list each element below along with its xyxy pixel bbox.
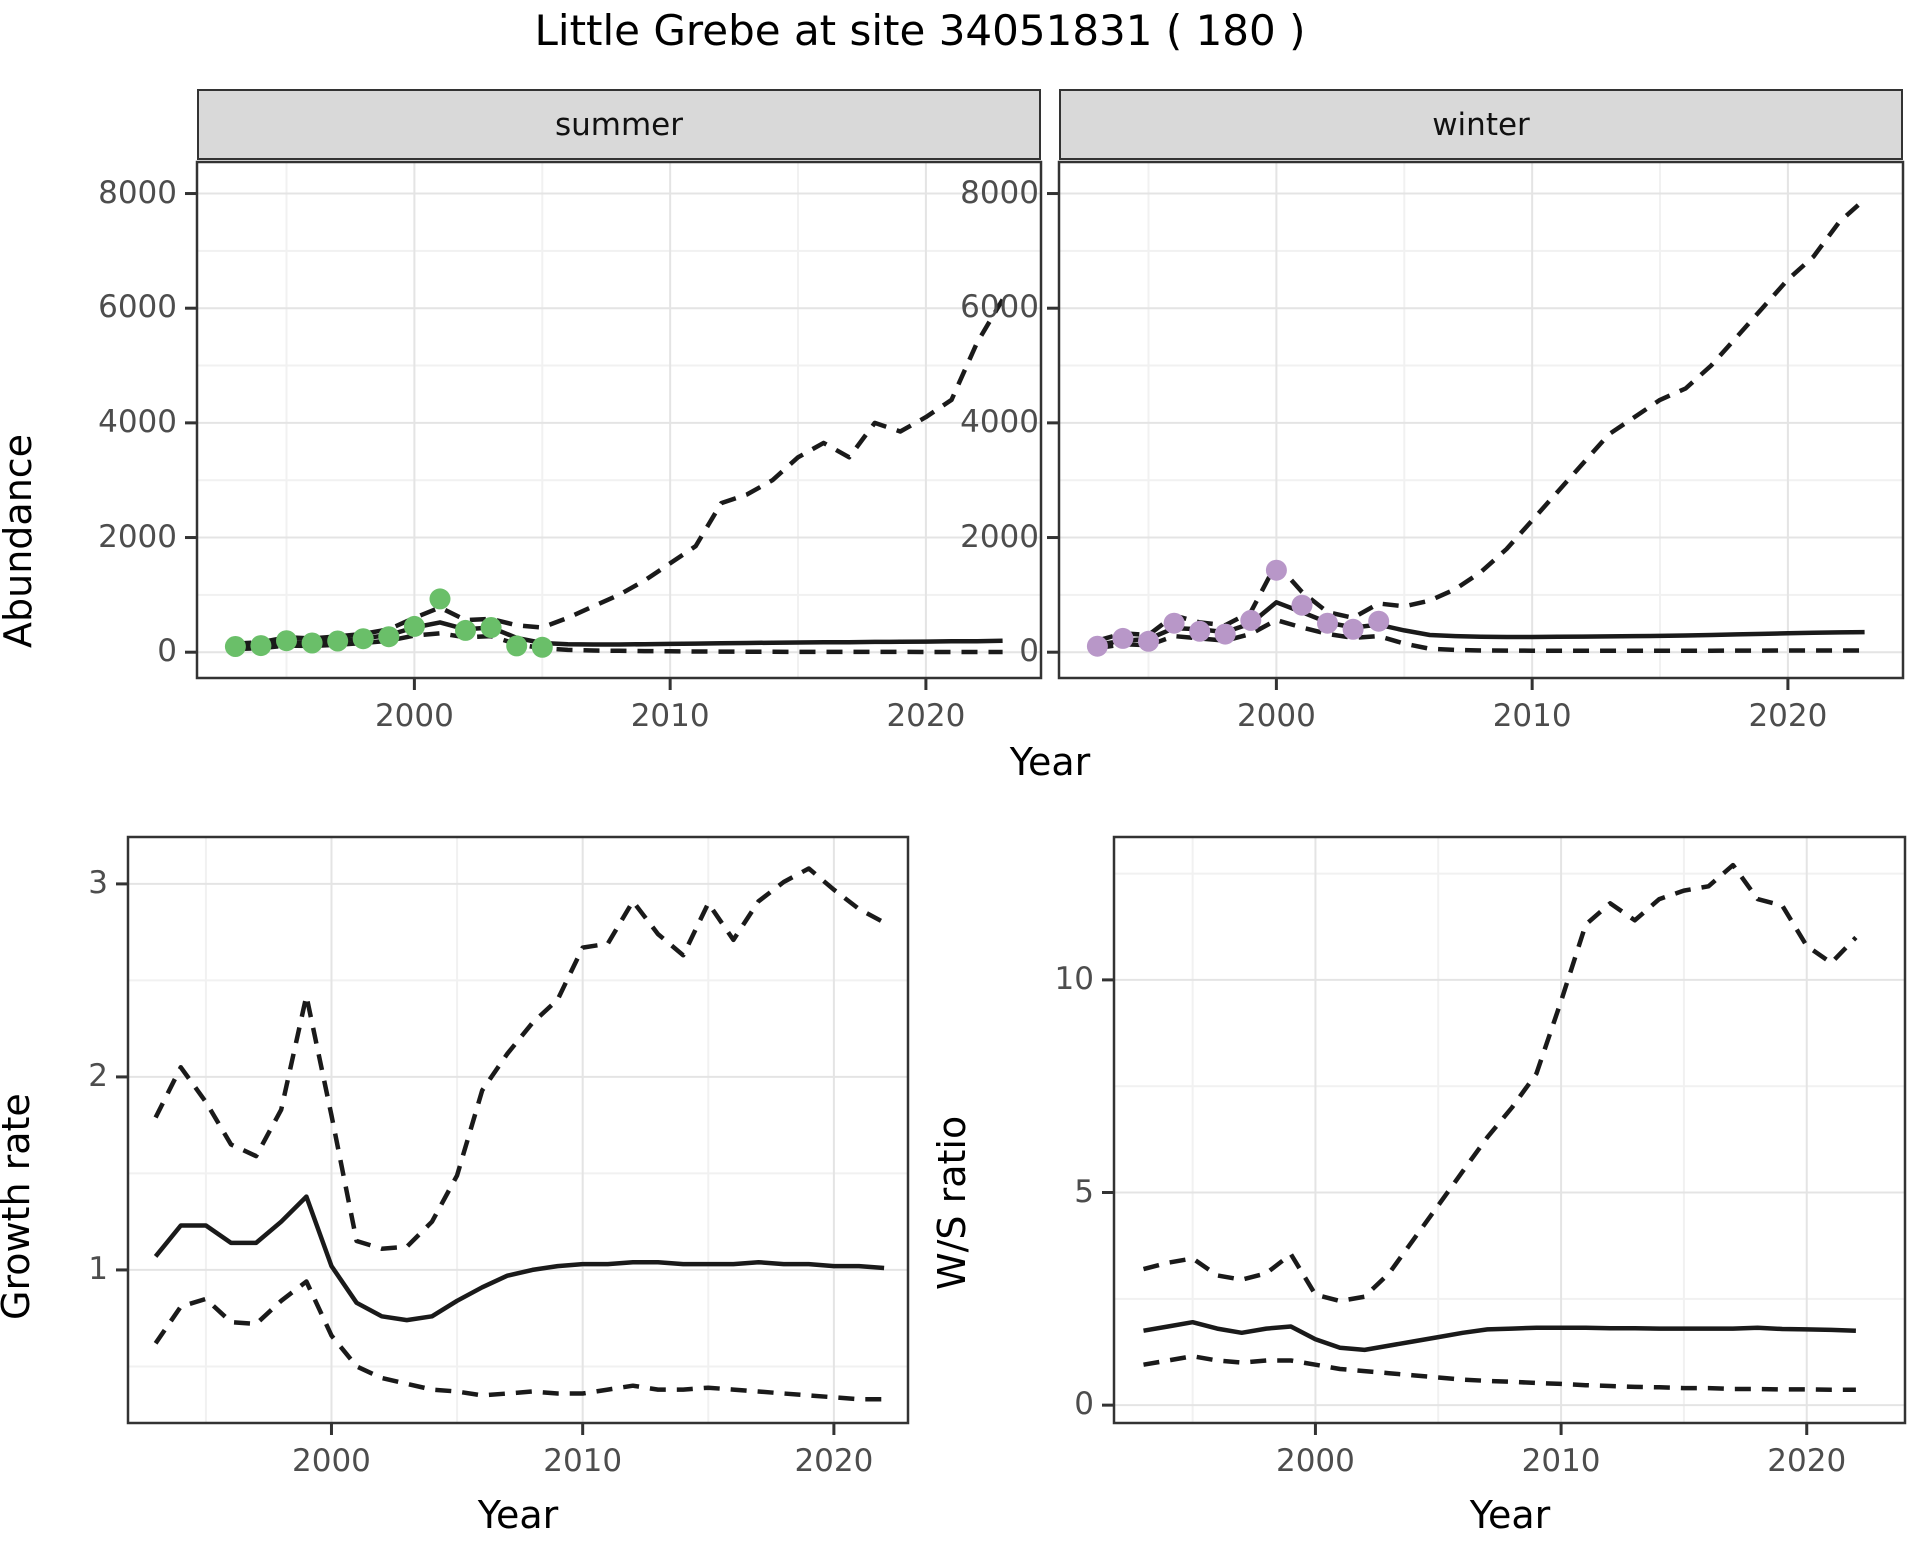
data-point-observed-counts-winter: [1291, 594, 1313, 616]
data-point-observed-counts-winter: [1214, 623, 1236, 645]
x-axis-title-year-ws: Year: [1469, 1493, 1551, 1537]
series-lower_95ci-summer: [235, 631, 1003, 655]
x-tick-label: 2010: [1492, 698, 1572, 734]
series-upper_95ci-ws-ratio: [1142, 862, 1858, 1304]
y-tick-label: 3: [88, 864, 108, 901]
y-tick-label: 0: [1074, 1386, 1094, 1423]
x-tick-label: 2010: [630, 698, 710, 734]
x-tick-label: 2000: [1275, 1443, 1355, 1479]
data-point-observed-counts-winter: [1189, 620, 1211, 642]
x-tick-label: 2020: [1767, 1443, 1847, 1479]
x-tick-label: 2020: [794, 1443, 874, 1479]
facet-strip-winter: winter: [1059, 89, 1903, 160]
series-lower_95ci-ws-ratio: [1143, 1353, 1856, 1393]
data-point-observed-counts-summer: [480, 617, 502, 638]
data-point-observed-counts-summer: [531, 636, 553, 658]
data-point-observed-counts-summer: [301, 632, 323, 654]
data-point-observed-counts-winter: [1368, 610, 1390, 632]
y-tick-label: 4000: [960, 403, 1039, 440]
facet-strip-summer-label: summer: [554, 106, 683, 143]
data-point-observed-counts-winter: [1163, 612, 1185, 634]
x-axis-title-year-growth: Year: [477, 1493, 559, 1537]
panel-border-ws-ratio: [1112, 835, 1907, 1425]
data-point-observed-counts-summer: [403, 615, 425, 637]
y-tick-label: 6000: [98, 289, 177, 326]
y-tick-label: 8000: [960, 174, 1039, 211]
y-tick-label: 0: [1019, 633, 1039, 670]
data-point-observed-counts-summer: [250, 635, 272, 657]
data-point-observed-counts-winter: [1086, 635, 1108, 657]
data-point-observed-counts-winter: [1240, 609, 1262, 631]
y-tick-label: 4000: [98, 403, 177, 440]
panel-border-growth-rate: [126, 835, 910, 1425]
x-tick-label: 2020: [886, 698, 966, 734]
series-lower_95ci-growth-rate: [153, 1279, 885, 1402]
series-median-ws-ratio: [1143, 1319, 1856, 1353]
series-upper_95ci-winter: [1096, 197, 1867, 643]
y-tick-label: 8000: [98, 174, 177, 211]
data-point-observed-counts-summer: [352, 628, 374, 650]
data-point-observed-counts-winter: [1342, 618, 1364, 640]
facet-strip-winter-label: winter: [1432, 106, 1530, 143]
data-point-observed-counts-winter: [1265, 559, 1287, 581]
x-tick-label: 2000: [292, 1443, 371, 1479]
y-tick-label: 2000: [98, 518, 177, 555]
x-tick-label: 2020: [1748, 698, 1828, 734]
data-point-observed-counts-summer: [378, 626, 400, 648]
y-tick-label: 5: [1074, 1173, 1094, 1210]
data-point-observed-counts-summer: [327, 630, 349, 652]
x-tick-label: 2000: [374, 698, 454, 734]
facet-strip-summer: summer: [197, 89, 1041, 160]
x-tick-label: 2010: [543, 1443, 623, 1479]
data-point-observed-counts-winter: [1317, 612, 1338, 634]
y-tick-label: 10: [1054, 960, 1094, 997]
data-point-observed-counts-winter: [1112, 627, 1134, 649]
data-point-observed-counts-summer: [429, 588, 451, 610]
series-upper_95ci-growth-rate: [153, 866, 886, 1251]
panel-border-abundance-winter: [1057, 160, 1905, 680]
y-tick-label: 0: [157, 633, 177, 670]
series-lower_95ci-winter: [1097, 617, 1865, 654]
y-tick-label: 6000: [960, 289, 1039, 326]
data-point-observed-counts-summer: [455, 619, 476, 641]
panel-border-abundance-summer: [195, 160, 1043, 680]
data-point-observed-counts-summer: [224, 636, 246, 657]
y-tick-label: 2: [88, 1057, 108, 1094]
x-tick-label: 2010: [1521, 1443, 1601, 1479]
x-axis-title-year-top: Year: [1009, 740, 1091, 784]
y-tick-label: 1: [88, 1250, 108, 1287]
data-point-observed-counts-winter: [1138, 630, 1159, 652]
x-tick-label: 2000: [1236, 698, 1316, 734]
data-point-observed-counts-summer: [506, 635, 528, 657]
series-median-growth-rate: [153, 1194, 885, 1323]
series-upper_95ci-summer: [235, 298, 1005, 646]
figure-title: Little Grebe at site 34051831 ( 180 ): [534, 6, 1306, 55]
y-tick-label: 2000: [960, 518, 1039, 555]
data-point-observed-counts-summer: [276, 630, 297, 652]
